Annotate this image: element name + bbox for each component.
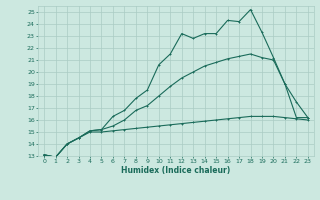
X-axis label: Humidex (Indice chaleur): Humidex (Indice chaleur) [121,166,231,175]
